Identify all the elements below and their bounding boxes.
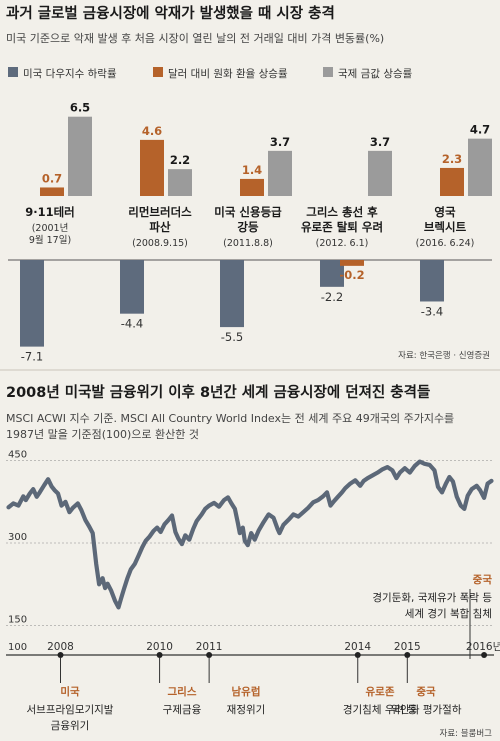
top-annotation-line2: 세계 경기 복합 침체 xyxy=(405,607,492,620)
bar-gold-5 xyxy=(468,138,492,196)
year-label-1: 2008 xyxy=(47,641,74,653)
annotation-desc-4: 경기침체 우려 등 xyxy=(343,703,418,716)
label-krw-5: 2.3 xyxy=(442,152,462,166)
year-label-6: 2016년 xyxy=(466,641,500,653)
bar-dow-3 xyxy=(220,260,244,328)
event-name-4-2: 유로존 탈퇴 우려 xyxy=(301,220,383,234)
legend-swatch-krw xyxy=(153,67,163,77)
label-dow-5: -3.4 xyxy=(421,304,443,318)
legend-label-krw: 달러 대비 원화 환율 상승률 xyxy=(168,68,288,80)
event-name-5-2: 브렉시트 xyxy=(424,220,467,234)
label-gold-2: 2.2 xyxy=(170,153,190,167)
event-name-2-2: 파산 xyxy=(149,220,171,234)
label-gold-4: 3.7 xyxy=(370,135,390,149)
bottom-chart-timeline: 100 2008 2010 2011 2014 2015 2016년 xyxy=(6,641,500,658)
label-dow-1: -7.1 xyxy=(21,350,43,364)
y-tick-450: 450 xyxy=(8,450,27,461)
event-date-2-1: (2008.9.15) xyxy=(132,238,188,249)
bottom-chart-source: 자료: 블룸버그 xyxy=(440,728,493,739)
year-label-5: 2015 xyxy=(394,641,421,653)
event-name-1-1: 9·11테러 xyxy=(25,205,75,219)
bar-dow-1 xyxy=(20,260,44,347)
bottom-chart-subtitle-line1: MSCI ACWI 지수 기준. MSCI All Country World … xyxy=(6,412,454,425)
bar-gold-3 xyxy=(268,150,292,196)
bar-gold-2 xyxy=(168,169,192,196)
top-chart-legend: 미국 다우지수 하락률 달러 대비 원화 환율 상승률 국제 금값 상승률 xyxy=(8,67,413,80)
year-marker-6 xyxy=(481,652,488,658)
label-dow-3: -5.5 xyxy=(221,330,243,344)
year-marker-2 xyxy=(156,652,163,658)
label-dow-4: -2.2 xyxy=(321,290,343,304)
baseline-label: 100 xyxy=(8,642,27,653)
label-gold-3: 3.7 xyxy=(270,135,290,149)
annotation-desc-1: 서브프라임모기지발 xyxy=(27,703,114,716)
top-chart-source: 자료: 한국은행 · 신영증권 xyxy=(398,350,490,361)
annotation-region-2: 그리스 xyxy=(168,685,197,698)
year-label-3: 2011 xyxy=(196,641,223,653)
label-krw-3: 1.4 xyxy=(242,163,262,177)
label-krw-4: -0.2 xyxy=(339,268,364,282)
bar-krw-2 xyxy=(140,139,164,196)
bar-krw-4 xyxy=(340,260,364,266)
annotation-desc-5: 위안화 평가절하 xyxy=(391,703,462,716)
label-krw-1: 0.7 xyxy=(42,171,62,185)
year-marker-3 xyxy=(206,652,213,658)
top-chart-bars: -7.1 0.7 6.5 -4.4 4.6 2.2 -5.5 1.4 3.7 -2.2 -0.2 3.… xyxy=(20,101,492,364)
event-date-1-2: 9월 17일) xyxy=(29,234,71,246)
annotation-region-1: 미국 xyxy=(60,685,80,698)
event-name-3-2: 강등 xyxy=(237,220,259,234)
label-gold-1: 6.5 xyxy=(70,101,90,115)
bar-gold-1 xyxy=(68,116,92,196)
bottom-chart-title: 2008년 미국발 금융위기 이후 8년간 세계 금융시장에 던져진 충격들 xyxy=(6,383,430,401)
year-label-2: 2010 xyxy=(146,641,173,653)
annotation-region-5: 중국 xyxy=(416,686,436,698)
y-tick-150: 150 xyxy=(8,615,27,626)
bar-krw-3 xyxy=(240,178,264,196)
event-date-1-1: (2001년 xyxy=(32,223,69,234)
year-marker-1 xyxy=(57,652,64,658)
year-label-4: 2014 xyxy=(344,641,371,653)
top-chart-title: 과거 글로벌 금융시장에 악재가 발생했을 때 시장 충격 xyxy=(6,4,335,22)
bar-dow-2 xyxy=(120,260,144,314)
legend-label-gold: 국제 금값 상승률 xyxy=(338,68,413,80)
bottom-chart-subtitle-line2: 1987년 말을 기준점(100)으로 환산한 것 xyxy=(6,428,199,441)
legend-label-dow: 미국 다우지수 하락률 xyxy=(23,67,117,80)
y-tick-300: 300 xyxy=(8,532,27,543)
year-marker-5 xyxy=(404,652,411,658)
legend-swatch-gold xyxy=(323,67,333,77)
annotation-desc-2: 구제금융 xyxy=(163,704,202,716)
label-gold-5: 4.7 xyxy=(470,123,490,137)
annotation-desc-3: 재정위기 xyxy=(227,703,266,716)
top-annotation-line1: 경기둔화, 국제유가 폭락 등 xyxy=(372,591,492,604)
event-name-3-1: 미국 신용등급 xyxy=(214,205,282,219)
event-name-4-1: 그리스 총선 후 xyxy=(306,205,378,219)
bar-krw-5 xyxy=(440,167,464,196)
msci-acwi-line xyxy=(6,459,494,610)
event-date-3-1: (2011.8.8) xyxy=(223,238,273,249)
event-name-2-1: 리먼브러더스 xyxy=(128,205,192,219)
event-name-5-1: 영국 xyxy=(434,205,456,219)
legend-swatch-dow xyxy=(8,67,18,77)
top-annotation-region: 중국 xyxy=(473,574,493,586)
label-krw-2: 4.6 xyxy=(142,124,162,138)
annotation-desc2-1: 금융위기 xyxy=(51,719,90,732)
annotation-region-3: 남유럽 xyxy=(232,685,261,698)
top-annotation: 중국 경기둔화, 국제유가 폭락 등 세계 경기 복합 침체 xyxy=(372,574,492,620)
label-dow-2: -4.4 xyxy=(121,317,143,331)
event-date-5-1: (2016. 6.24) xyxy=(416,238,475,249)
event-date-4-1: (2012. 6.1) xyxy=(316,238,369,249)
annotation-region-4: 유로존 xyxy=(366,686,395,698)
bar-dow-5 xyxy=(420,260,444,302)
top-chart-subtitle: 미국 기준으로 악재 발생 후 처음 시장이 열린 날의 전 거래일 대비 가격… xyxy=(6,31,384,45)
bar-krw-1 xyxy=(40,187,64,196)
year-marker-4 xyxy=(354,652,361,658)
bar-gold-4 xyxy=(368,150,392,196)
